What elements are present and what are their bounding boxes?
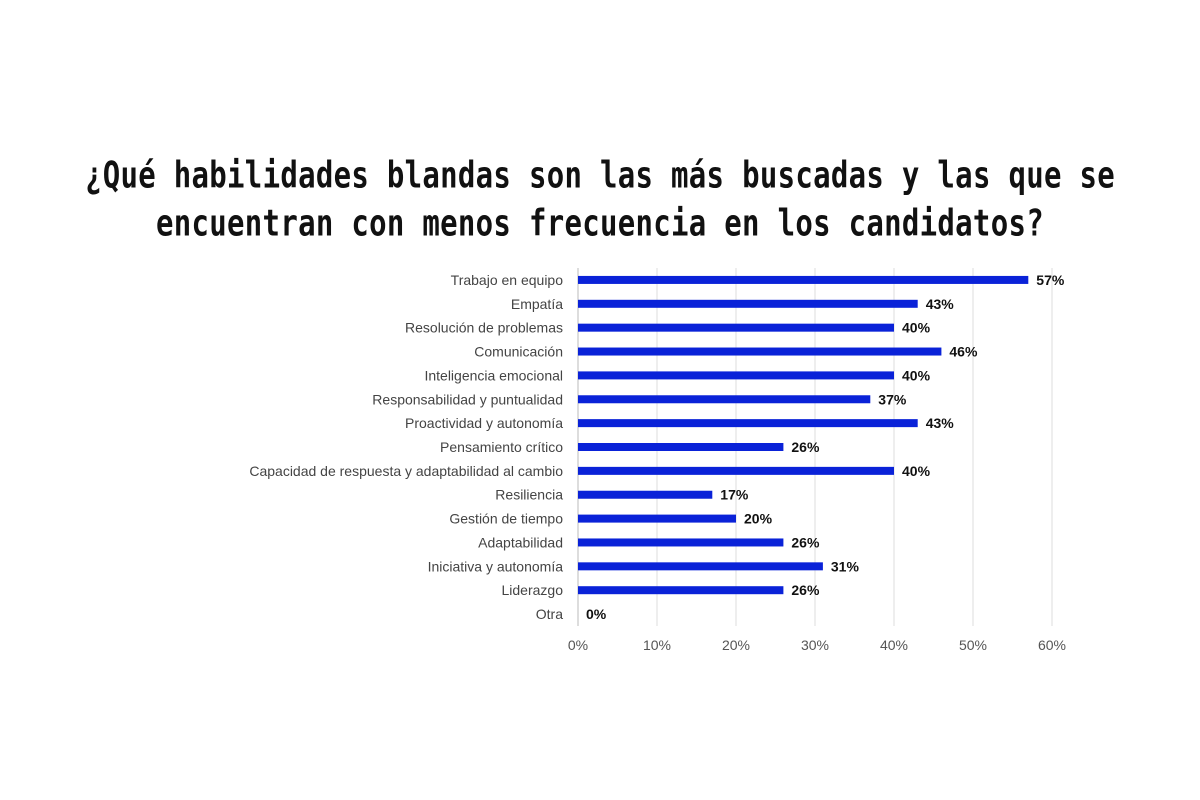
data-label: 46% [949,344,978,360]
data-label: 26% [791,439,820,455]
bar [578,514,736,523]
x-tick-label: 10% [643,637,671,653]
data-label: 40% [902,367,931,383]
bar [578,371,894,380]
bar [578,443,784,451]
bar [578,347,942,356]
data-label: 40% [902,320,931,336]
category-label: Otra [536,606,563,622]
data-label: 0% [586,606,607,622]
data-label: 26% [791,582,820,598]
data-label: 26% [791,534,820,550]
x-tick-label: 60% [1038,637,1066,653]
category-label: Resiliencia [495,487,563,503]
chart-title-line-2: encuentran con menos frecuencia en los c… [156,201,1044,245]
data-label: 20% [744,511,773,527]
category-label: Trabajo en equipo [451,272,564,288]
data-label: 31% [831,558,860,574]
category-label: Adaptabilidad [478,534,563,550]
bar [578,275,1029,284]
data-label: 37% [878,391,907,407]
bar [578,586,784,595]
category-label: Resolución de problemas [405,320,563,336]
data-label: 43% [926,296,955,312]
bar [578,323,894,332]
data-label: 57% [1036,272,1065,288]
chart-title-line-1: ¿Qué habilidades blandas son las más bus… [84,153,1116,197]
bar [578,562,823,571]
category-label: Liderazgo [502,582,564,598]
bar [578,299,918,308]
bar [578,395,871,404]
category-label: Inteligencia emocional [424,367,563,383]
category-label: Iniciativa y autonomía [428,558,564,574]
category-label: Responsabilidad y puntualidad [372,391,563,407]
data-label: 40% [902,463,931,479]
x-tick-label: 40% [880,637,908,653]
x-tick-label: 20% [722,637,750,653]
category-label: Empatía [511,296,563,312]
category-label: Comunicación [474,344,563,360]
data-label: 43% [926,415,955,431]
data-label: 17% [720,487,749,503]
category-label: Proactividad y autonomía [405,415,563,431]
bar [578,419,918,428]
category-label: Pensamiento crítico [440,439,563,455]
bar [578,466,894,475]
x-tick-label: 0% [568,637,588,653]
x-tick-label: 50% [959,637,987,653]
category-label: Gestión de tiempo [449,511,563,527]
category-label: Capacidad de respuesta y adaptabilidad a… [249,463,563,479]
bar [578,538,784,547]
x-tick-label: 30% [801,637,829,653]
bar [578,490,713,499]
